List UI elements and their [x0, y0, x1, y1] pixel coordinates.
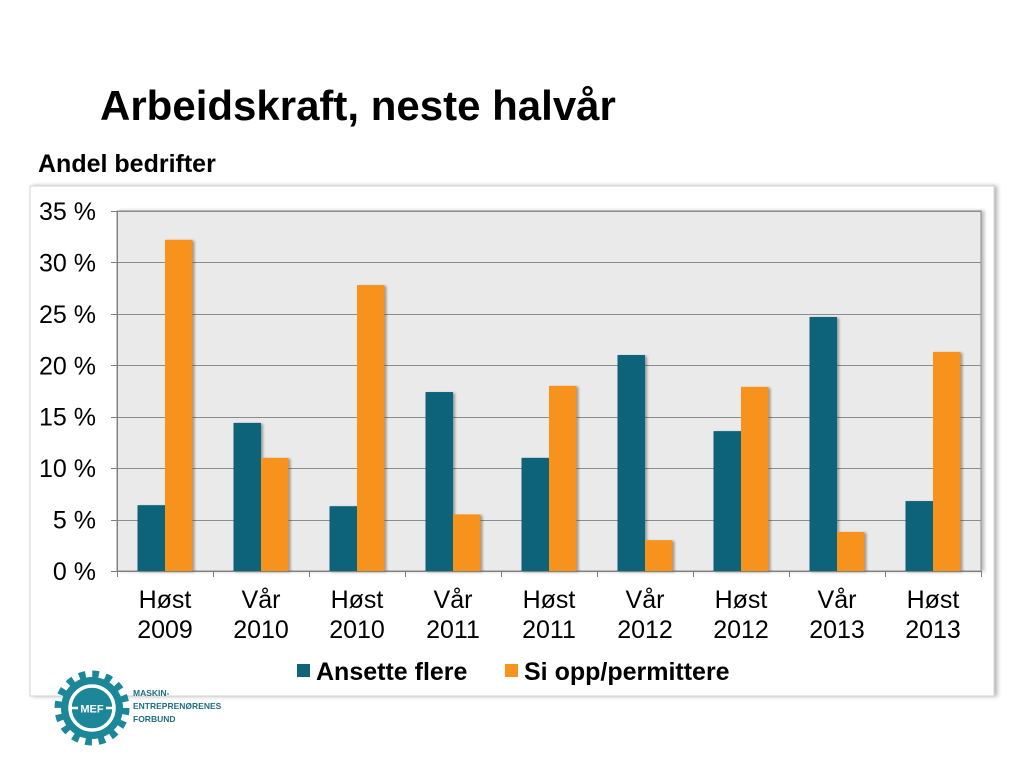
bars — [137, 239, 961, 572]
y-axis-label: Andel bedrifter — [38, 150, 216, 178]
bar-si-opp-permittere-var-2011 — [453, 514, 481, 571]
logo-text-line-1: MASKIN- — [133, 688, 170, 698]
bar-ansette-flere-var-2012 — [617, 355, 645, 571]
y-tick-label-5: 5 % — [53, 507, 96, 535]
bar-ansette-flere-host-2009 — [137, 505, 165, 571]
legend: Ansette flere Si opp/permittere — [297, 658, 730, 686]
legend-label-ansette-flere: Ansette flere — [316, 658, 468, 686]
gear-inner-ring — [68, 684, 116, 732]
y-tick-label-20: 20 % — [39, 352, 96, 380]
bar-si-opp-permittere-var-2012 — [645, 540, 673, 571]
bar-si-opp-permittere-host-2009 — [165, 239, 193, 572]
y-tick-label-30: 30 % — [39, 249, 96, 277]
bar-si-opp-permittere-host-2012 — [741, 386, 769, 571]
gear-text-background — [78, 701, 106, 715]
bar-ansette-flere-var-2013 — [809, 316, 837, 571]
y-tick-label-25: 25 % — [39, 301, 96, 329]
bar-si-opp-permittere-host-2013 — [933, 351, 961, 571]
legend-swatch-ansette-flere — [297, 664, 310, 677]
gear-teeth-icon — [54, 670, 130, 746]
bar-ansette-flere-host-2013 — [905, 501, 933, 571]
logo-text-line-3: FORBUND — [133, 714, 176, 724]
y-tick-label-35: 35 % — [39, 198, 96, 226]
bar-si-opp-permittere-var-2013 — [837, 531, 865, 571]
bar-ansette-flere-host-2012 — [713, 431, 741, 571]
y-tick-label-0: 0 % — [53, 558, 96, 586]
bar-si-opp-permittere-host-2010 — [357, 285, 385, 571]
bar-ansette-flere-var-2010 — [233, 422, 261, 571]
slide-title: Arbeidskraft, neste halvår — [100, 82, 616, 129]
y-tick-label-10: 10 % — [39, 455, 96, 483]
bar-si-opp-permittere-host-2011 — [549, 385, 577, 571]
y-axis-ticks: 0 % 5 % 10 % 15 % 20 % 25 % 30 % 35 % — [39, 198, 117, 586]
bar-ansette-flere-host-2010 — [329, 506, 357, 571]
logo-mark: MEF — [80, 704, 104, 716]
bar-ansette-flere-host-2011 — [521, 457, 549, 571]
logo-text-line-2: ENTREPRENØRENES — [133, 701, 222, 711]
legend-swatch-si-opp-permittere — [505, 664, 518, 677]
mef-logo: MEF MASKIN- ENTREPRENØRENES FORBUND — [54, 670, 222, 746]
y-tick-label-15: 15 % — [39, 404, 96, 432]
legend-label-si-opp-permittere: Si opp/permittere — [524, 658, 730, 686]
x-axis-ticks — [117, 571, 982, 577]
bar-ansette-flere-var-2011 — [425, 392, 453, 571]
bar-si-opp-permittere-var-2010 — [261, 457, 289, 571]
